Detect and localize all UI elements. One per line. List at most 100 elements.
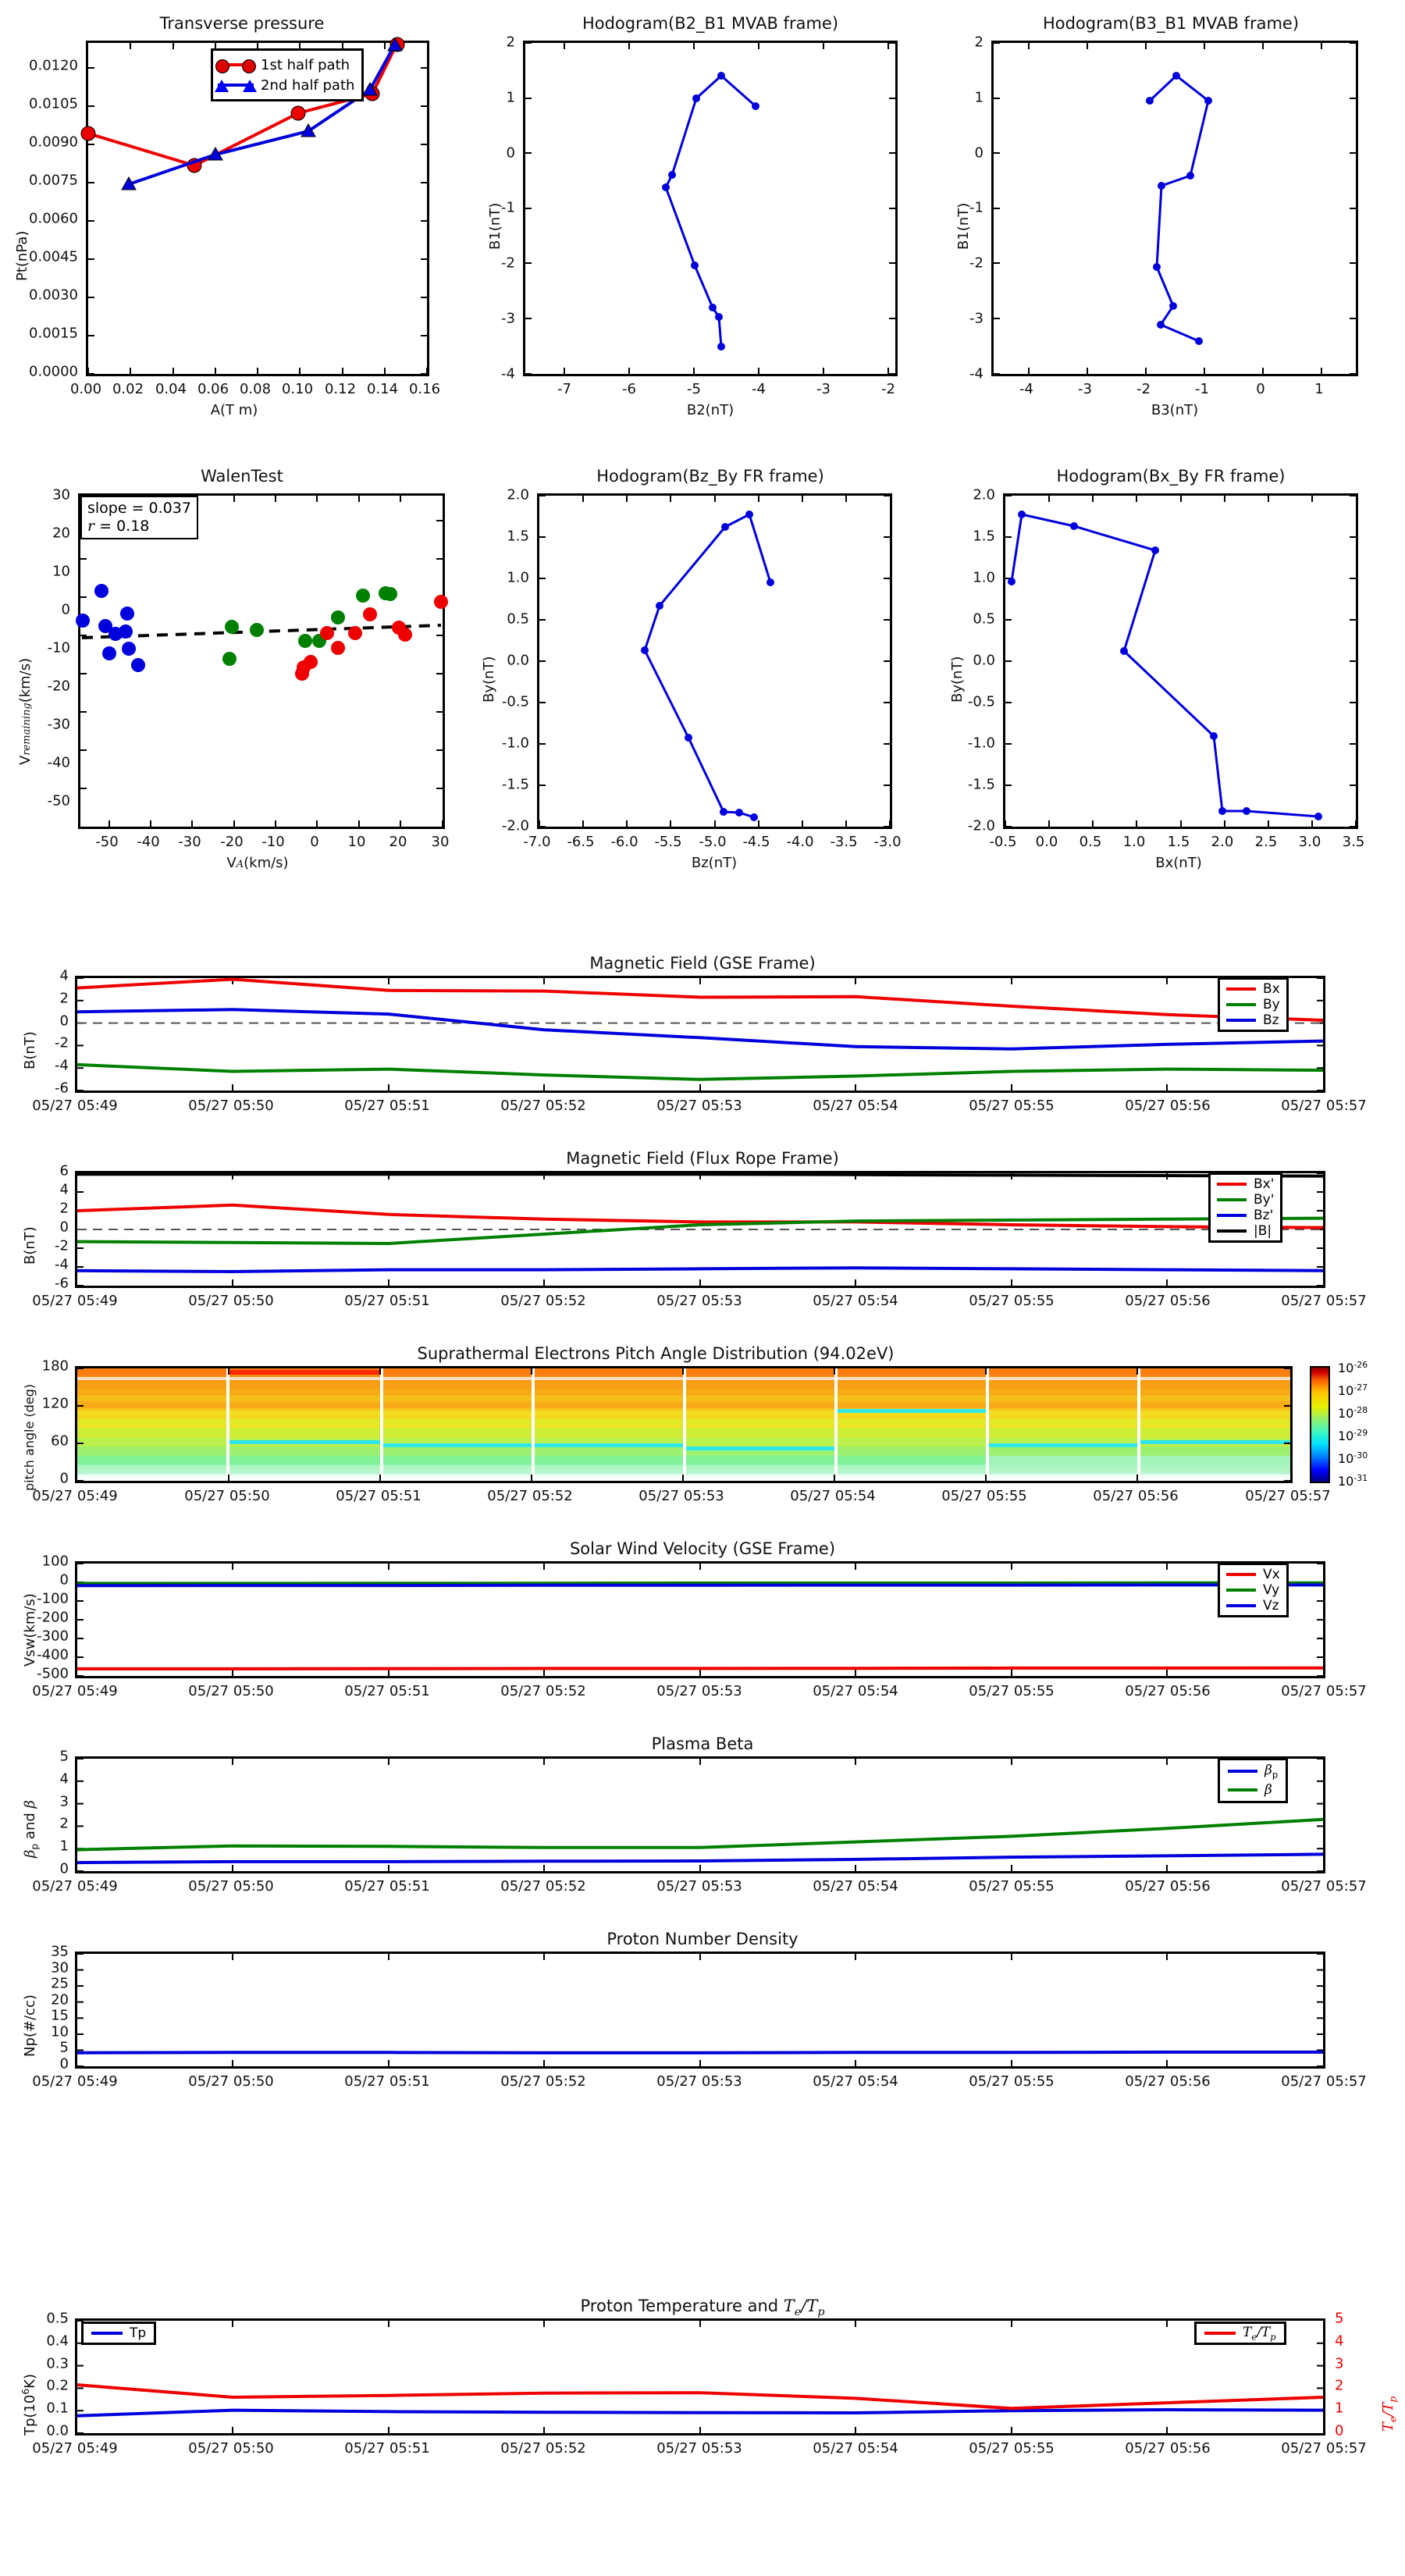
legend-line-tp — [91, 2332, 123, 2335]
y-tick: 10 — [51, 2023, 69, 2041]
panel-hodogram-bz-by: Hodogram(Bz_By FR frame) By(nT) Bz(nT) — [468, 461, 937, 882]
x-tick: 05/27 05:53 — [656, 1293, 742, 1309]
colorbar-tick: 10-30 — [1338, 1450, 1368, 1467]
panel-hodogram-b2-b1: Hodogram(B2_B1 MVAB frame) B1(nT) B2(nT) — [468, 8, 937, 429]
plot-area — [75, 2318, 1325, 2435]
x-tick: 05/27 05:51 — [344, 2440, 430, 2457]
panel-title: Solar Wind Velocity (GSE Frame) — [569, 1539, 836, 1558]
panel-title: Magnetic Field (Flux Rope Frame) — [566, 1149, 839, 1168]
x-axis-label: B2(nT) — [686, 402, 735, 418]
x-tick: 3.5 — [1342, 834, 1365, 850]
panel-title: Proton Number Density — [606, 1930, 799, 1948]
panel-title: Transverse pressure — [159, 14, 325, 33]
y-tick: -6 — [55, 1275, 69, 1292]
plot-area — [75, 1561, 1325, 1678]
x-tick: 05/27 05:53 — [638, 1488, 724, 1504]
panel-proton-temperature: Proton Temperature and Te/Tp Tp(106K) Te… — [0, 2295, 1405, 2498]
y-tick: 0.0 — [507, 652, 529, 669]
x-tick: 0.14 — [366, 381, 399, 397]
y-tick: -4 — [501, 365, 515, 382]
x-tick: 05/27 05:50 — [188, 1098, 274, 1114]
y-tick: 2 — [59, 1200, 69, 1217]
x-tick: 05/27 05:49 — [32, 2073, 118, 2090]
legend-row: 1st half path — [215, 55, 354, 75]
x-tick: 05/27 05:53 — [656, 1098, 742, 1114]
plot-area — [991, 41, 1358, 376]
y-tick-right: 1 — [1335, 2400, 1344, 2417]
x-tick: -2 — [881, 381, 895, 397]
y-tick-left: 0.4 — [46, 2332, 69, 2350]
y-tick: -1.5 — [501, 776, 529, 793]
legend-row: |B| — [1217, 1223, 1274, 1239]
x-tick: 05/27 05:54 — [813, 1293, 898, 1309]
legend-mag-gse: Bx By Bz — [1218, 977, 1289, 1032]
y-tick: 30 — [52, 486, 70, 503]
y-tick: 1.5 — [507, 528, 529, 545]
y-tick: 15 — [51, 2007, 69, 2024]
y-tick: -40 — [47, 754, 70, 771]
y-tick: 0 — [59, 2055, 69, 2073]
plasma-beta-series — [76, 1758, 1324, 1872]
y-tick-right: 5 — [1335, 2310, 1344, 2327]
x-tick: 0.5 — [1079, 834, 1102, 850]
x-tick: 05/27 05:56 — [1125, 1293, 1211, 1309]
x-tick: 05/27 05:49 — [32, 2440, 118, 2457]
y-tick-right: 3 — [1335, 2355, 1344, 2372]
y-tick: 1.0 — [973, 569, 995, 586]
legend-label: Vx — [1263, 1567, 1280, 1582]
y-tick: 6 — [59, 1162, 69, 1179]
x-tick: -3 — [816, 381, 831, 397]
y-tick-left: 0.2 — [46, 2377, 69, 2394]
legend-label: β — [1264, 1782, 1272, 1798]
x-tick: 05/27 05:57 — [1281, 2440, 1367, 2457]
x-axis-label: Bz(nT) — [691, 855, 738, 871]
x-tick: -6 — [622, 381, 636, 397]
x-tick: 3.0 — [1298, 834, 1321, 850]
y-tick: 0 — [59, 1219, 69, 1236]
plot-area — [75, 1952, 1325, 2069]
temp-series — [76, 2320, 1324, 2434]
legend-row: Te/Tp — [1204, 2325, 1276, 2342]
x-tick: 0.00 — [69, 381, 102, 397]
legend-line-te-over-tp — [1204, 2332, 1236, 2335]
x-tick: 10 — [347, 834, 366, 850]
legend-plasma-beta: βp β — [1218, 1758, 1289, 1803]
legend-label: Vz — [1263, 1598, 1279, 1614]
legend-row: Bx — [1226, 981, 1280, 997]
legend-row: Tp — [91, 2325, 146, 2342]
plot-area — [76, 493, 448, 829]
walen-slope: slope = 0.037 — [87, 500, 191, 517]
x-axis-label: Bx(nT) — [1155, 855, 1202, 871]
y-tick: -10 — [47, 639, 70, 656]
legend-line-bx-prime — [1217, 1183, 1247, 1186]
legend-tp: Tp — [81, 2322, 157, 2345]
x-tick: -7 — [557, 381, 571, 397]
x-tick: 0.06 — [197, 381, 229, 397]
panel-title: Hodogram(B3_B1 MVAB frame) — [1042, 14, 1300, 33]
x-tick: 1.0 — [1122, 834, 1146, 850]
y-tick: -20 — [47, 678, 70, 695]
x-tick: 05/27 05:55 — [969, 1878, 1055, 1895]
x-tick: 05/27 05:57 — [1281, 1098, 1367, 1114]
panel-walen-test: WalenTest Vremaining(km/s) VA(km/s) — [0, 461, 468, 882]
y-tick: -1 — [969, 199, 984, 216]
y-tick-left: 0.5 — [46, 2310, 69, 2327]
y-tick: 1 — [974, 89, 984, 106]
x-tick: 05/27 05:56 — [1125, 2440, 1211, 2457]
x-tick: 0.0 — [1035, 834, 1058, 850]
panel-transverse-pressure: Transverse pressure Pt(nPa) A(T m) — [0, 8, 468, 429]
walen-r: r = 0.18 — [87, 518, 150, 535]
y-tick: 0.5 — [507, 610, 529, 628]
plot-area — [75, 1171, 1325, 1288]
y-tick: 180 — [41, 1357, 69, 1375]
x-tick: 05/27 05:54 — [790, 1488, 876, 1504]
y-tick: -50 — [47, 792, 70, 809]
y-tick: 3 — [59, 1793, 69, 1810]
y-tick-left: 0.1 — [46, 2400, 69, 2417]
x-tick: 30 — [431, 834, 450, 850]
y-tick-right: 0 — [1335, 2422, 1344, 2439]
y-tick-right: 4 — [1335, 2332, 1344, 2350]
y-tick: 20 — [52, 525, 70, 542]
y-tick: 0 — [59, 1860, 69, 1877]
legend-line-vz — [1226, 1604, 1256, 1607]
